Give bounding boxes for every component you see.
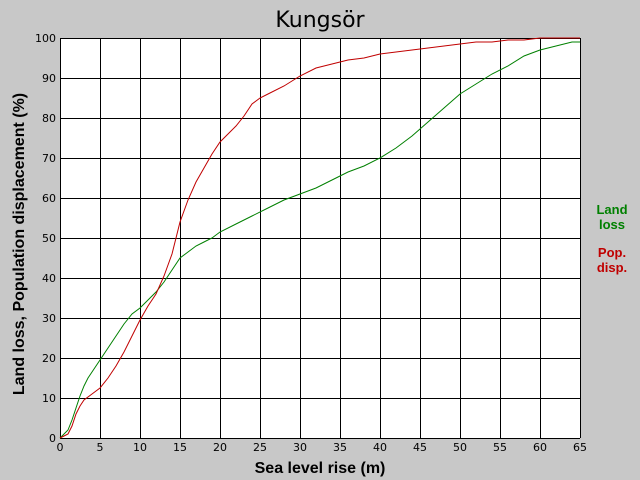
legend-entry-1: disp. <box>597 260 627 275</box>
x-tick-label: 60 <box>533 441 547 454</box>
x-tick-label: 0 <box>57 441 64 454</box>
y-tick-labels: 0 10 20 30 40 50 60 70 80 90 100 <box>35 32 56 445</box>
y-tick-label: 30 <box>42 312 56 325</box>
gridlines <box>60 38 581 439</box>
x-tick-label: 55 <box>493 441 507 454</box>
legend-entry-0: loss <box>599 217 625 232</box>
x-tick-label: 20 <box>213 441 227 454</box>
x-tick-labels: 0 5 10 15 20 25 30 35 40 45 50 55 60 65 <box>57 441 588 454</box>
x-tick-label: 30 <box>293 441 307 454</box>
chart-title: Kungsör <box>275 8 365 33</box>
y-tick-label: 10 <box>42 392 56 405</box>
y-axis-label: Land loss, Population displacement (%) <box>11 93 28 395</box>
x-tick-label: 15 <box>173 441 187 454</box>
series-line-0 <box>59 41 580 439</box>
x-axis-label: Sea level rise (m) <box>255 460 386 477</box>
x-tick-label: 5 <box>97 441 104 454</box>
x-tick-label: 65 <box>573 441 587 454</box>
y-tick-label: 50 <box>42 232 56 245</box>
y-tick-label: 70 <box>42 152 56 165</box>
x-tick-label: 50 <box>453 441 467 454</box>
legend-entry-0: Land <box>596 202 627 217</box>
series-line-1 <box>59 37 580 439</box>
y-tick-label: 90 <box>42 72 56 85</box>
y-tick-label: 100 <box>35 32 56 45</box>
x-tick-label: 25 <box>253 441 267 454</box>
y-tick-label: 80 <box>42 112 56 125</box>
y-tick-label: 20 <box>42 352 56 365</box>
x-tick-label: 40 <box>373 441 387 454</box>
y-tick-label: 40 <box>42 272 56 285</box>
x-tick-label: 10 <box>133 441 147 454</box>
legend-entry-1: Pop. <box>598 245 626 260</box>
series-lines <box>59 37 580 439</box>
x-tick-label: 35 <box>333 441 347 454</box>
y-tick-label: 60 <box>42 192 56 205</box>
x-tick-label: 45 <box>413 441 427 454</box>
y-tick-label: 0 <box>49 432 56 445</box>
